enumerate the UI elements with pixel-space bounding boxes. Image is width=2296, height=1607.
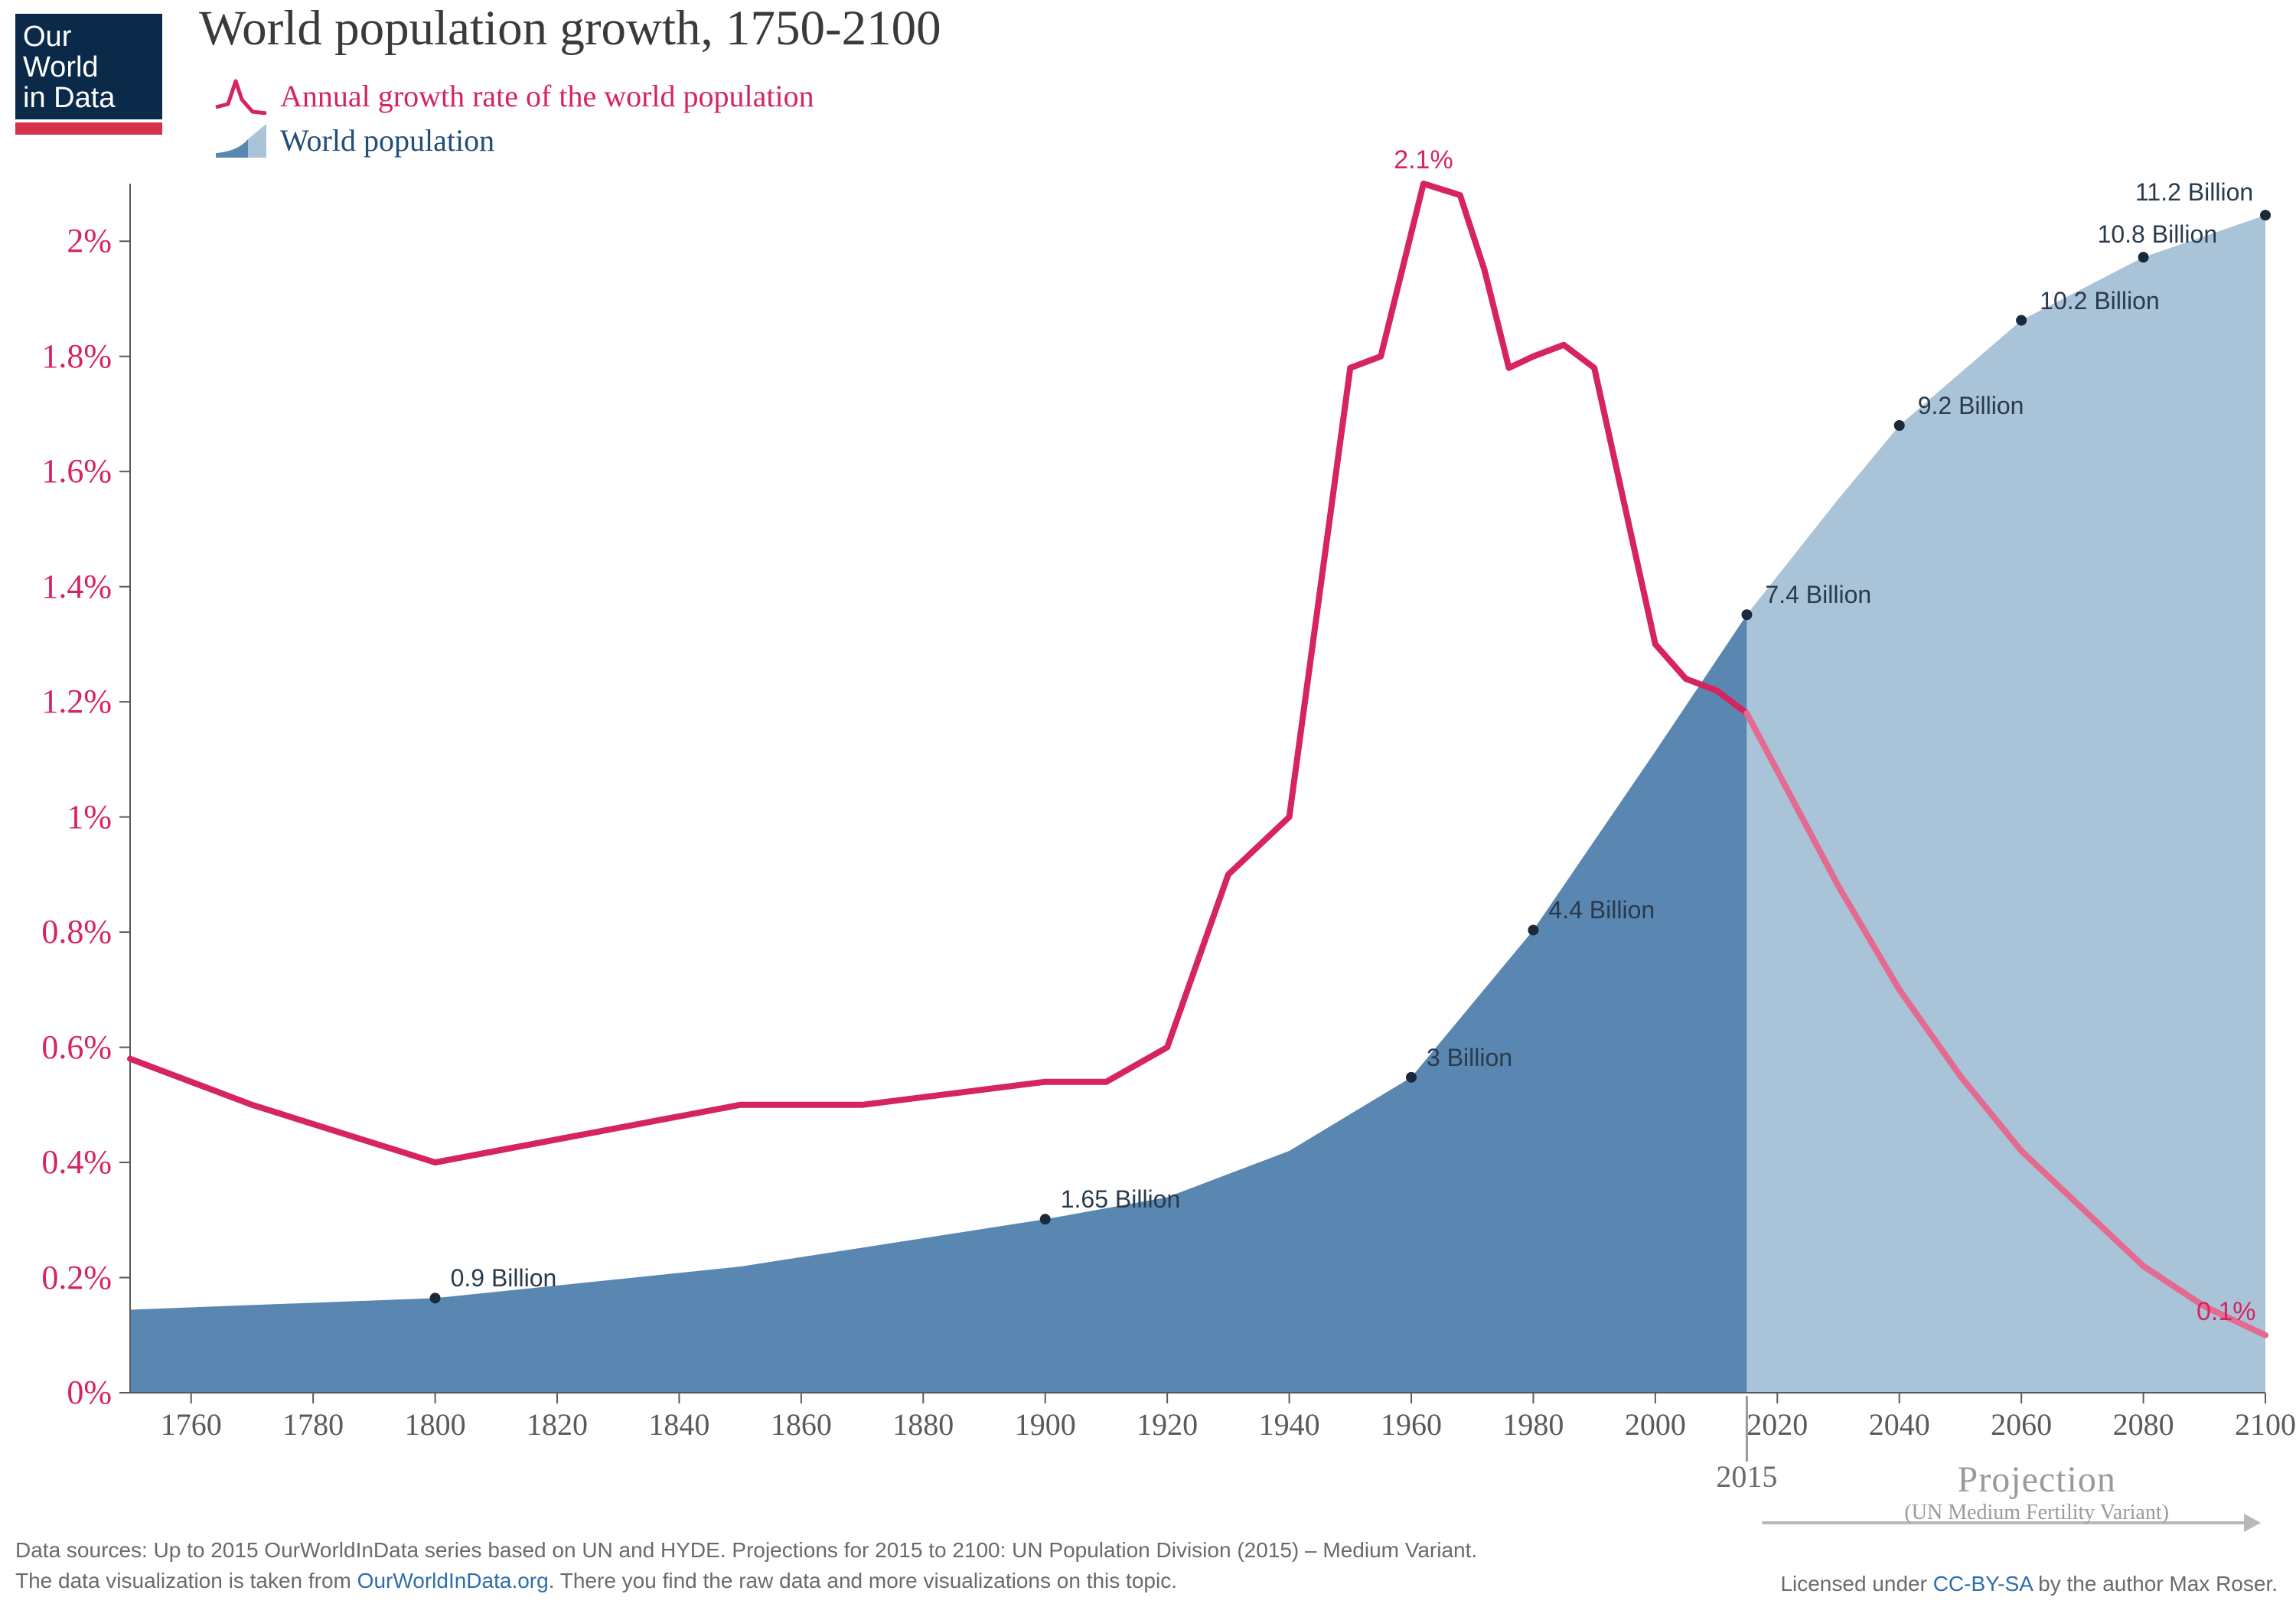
x-tick-label: 1980 <box>1502 1407 1564 1442</box>
x-tick-label: 2000 <box>1625 1407 1686 1442</box>
x-tick-label: 1900 <box>1015 1407 1076 1442</box>
x-tick-label: 1820 <box>527 1407 588 1442</box>
y-tick-label: 0.2% <box>0 1258 112 1297</box>
y-tick-label: 1% <box>0 797 112 836</box>
x-tick-label: 1960 <box>1381 1407 1442 1442</box>
x-tick-label: 2100 <box>2235 1407 2296 1442</box>
y-tick-label: 1.6% <box>0 451 112 491</box>
population-point <box>2138 252 2149 262</box>
population-area-historical <box>130 614 1746 1393</box>
x-tick-label: 1860 <box>771 1407 832 1442</box>
x-tick-label: 1880 <box>892 1407 954 1442</box>
population-point <box>2016 315 2027 326</box>
population-point-label: 11.2 Billion <box>2135 178 2253 207</box>
population-point-label: 0.9 Billion <box>451 1264 557 1292</box>
x-tick-label: 1840 <box>648 1407 709 1442</box>
footer-attrib-a: The data visualization is taken from <box>15 1569 357 1592</box>
x-tick-label: 1940 <box>1259 1407 1320 1442</box>
x-tick-label: 2040 <box>1869 1407 1930 1442</box>
footer-sources: Data sources: Up to 2015 OurWorldInData … <box>15 1538 1477 1562</box>
y-tick-label: 1.2% <box>0 682 112 721</box>
population-point-label: 3 Billion <box>1427 1044 1512 1072</box>
population-point-label: 10.2 Billion <box>2040 287 2160 315</box>
x-tick-label: 1780 <box>282 1407 344 1442</box>
population-point <box>1894 420 1905 431</box>
y-tick-label: 0.6% <box>0 1028 112 1067</box>
population-point <box>2260 210 2271 220</box>
projection-subtitle: (UN Medium Fertility Variant) <box>1853 1501 2220 1525</box>
footer-attrib-b: . There you find the raw data and more v… <box>549 1569 1177 1592</box>
x-tick-label: 2080 <box>2113 1407 2174 1442</box>
population-point-label: 4.4 Billion <box>1548 896 1655 924</box>
split-year-label: 2015 <box>1716 1459 1777 1495</box>
population-growth-chart <box>0 0 2296 1607</box>
license-a: Licensed under <box>1780 1572 1932 1596</box>
population-point <box>1406 1072 1417 1083</box>
x-tick-label: 1760 <box>161 1407 222 1442</box>
population-point <box>1528 924 1538 935</box>
y-tick-label: 0.8% <box>0 912 112 951</box>
population-point-label: 10.8 Billion <box>2098 220 2218 249</box>
license-link[interactable]: CC-BY-SA <box>1933 1572 2033 1596</box>
license-b: by the author Max Roser. <box>2032 1572 2278 1596</box>
x-tick-label: 1800 <box>405 1407 466 1442</box>
growth-peak-label: 2.1% <box>1394 145 1453 175</box>
population-point <box>430 1292 441 1303</box>
y-tick-label: 1.4% <box>0 567 112 606</box>
population-point <box>1040 1214 1051 1224</box>
population-point-label: 1.65 Billion <box>1061 1185 1181 1214</box>
projection-title: Projection <box>1853 1459 2220 1501</box>
projection-label: Projection (UN Medium Fertility Variant) <box>1853 1459 2220 1525</box>
y-tick-label: 0.4% <box>0 1143 112 1182</box>
footer-left: Data sources: Up to 2015 OurWorldInData … <box>15 1535 1477 1596</box>
x-tick-label: 2020 <box>1746 1407 1808 1442</box>
y-tick-label: 0% <box>0 1373 112 1412</box>
x-tick-label: 1920 <box>1137 1407 1198 1442</box>
footer-right: Licensed under CC-BY-SA by the author Ma… <box>1780 1572 2278 1596</box>
population-point-label: 9.2 Billion <box>1918 392 2024 420</box>
population-point <box>1741 609 1752 620</box>
y-tick-label: 2% <box>0 221 112 260</box>
x-tick-label: 2060 <box>1991 1407 2052 1442</box>
y-tick-label: 1.8% <box>0 337 112 376</box>
footer-owid-link[interactable]: OurWorldInData.org <box>357 1569 549 1592</box>
growth-end-label: 0.1% <box>2197 1297 2256 1327</box>
projection-arrowhead <box>2244 1514 2261 1532</box>
population-point-label: 7.4 Billion <box>1765 581 1871 609</box>
